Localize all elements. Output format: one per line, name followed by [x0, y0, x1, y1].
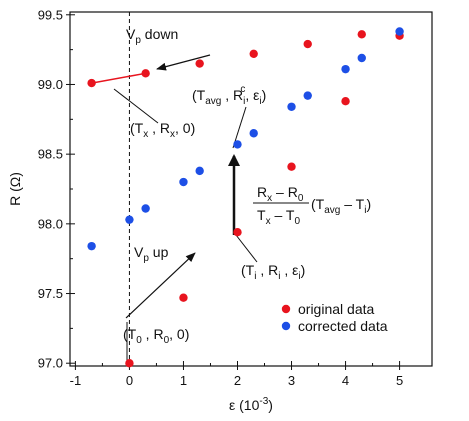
y-tick-label: 99.5: [38, 7, 63, 22]
corrected-data-point: [179, 177, 188, 187]
y-tick-label: 97.5: [38, 286, 63, 301]
legend-marker-corrected: [281, 321, 291, 331]
ti-leader-line: [235, 234, 258, 263]
tx-point-label: (Tx , Rx, 0): [130, 120, 195, 140]
original-data-point: [303, 39, 312, 49]
corrected-data-point: [141, 204, 150, 213]
corrected-data-point: [357, 53, 366, 63]
correction-formula: Rx – R0 Tx – T0 (Tavg – Ti): [253, 184, 371, 227]
x-tick-label: -1: [70, 373, 82, 388]
formula-denominator: Tx – T0: [257, 207, 300, 227]
data-points: [87, 27, 404, 368]
vp-down-arrow: [156, 54, 211, 71]
y-tick-label: 98.0: [38, 216, 63, 231]
y-tick-label: 97.0: [38, 356, 63, 371]
legend-marker-original: [281, 304, 291, 314]
original-data-point: [357, 30, 366, 39]
original-data-point: [233, 228, 242, 237]
t0-point-label: (T0 , R0, 0): [123, 326, 189, 346]
formula-tail: (Tavg – Ti): [311, 196, 371, 216]
original-data-point: [249, 49, 258, 59]
original-data-point: [141, 69, 150, 78]
corrected-data-point: [341, 64, 350, 74]
original-data-point: [341, 96, 350, 106]
tavg-point-label: (Tavg , Ric, εi): [192, 84, 266, 107]
corrected-data-point: [233, 140, 242, 149]
tx-leader-line: [113, 88, 159, 124]
ti-point-label: (Ti , Ri , εi): [241, 262, 305, 282]
y-tick-label: 98.5: [38, 147, 63, 162]
y-tick-label: 99.0: [38, 77, 63, 92]
corrected-data-point: [287, 102, 296, 111]
legend: original data corrected data: [281, 301, 388, 334]
x-tick-label: 2: [234, 373, 241, 388]
original-data-point: [287, 162, 296, 171]
x-tick-label: 0: [126, 373, 133, 388]
original-data-point: [195, 59, 204, 68]
corrected-data-point: [249, 129, 258, 138]
corrected-data-point: [195, 166, 204, 176]
original-data-point: [125, 359, 134, 368]
x-axis-ticks: -1 0 1 2 3 4 5: [70, 361, 403, 388]
vp-up-label: Vp up: [134, 244, 169, 264]
corrected-data-point: [395, 27, 404, 36]
vp-down-connector-line: [91, 72, 146, 84]
y-axis-label: R (Ω): [7, 172, 23, 206]
original-data-point: [179, 293, 188, 302]
x-tick-label: 5: [396, 373, 403, 388]
original-data-point: [87, 78, 96, 88]
formula-numerator: Rx – R0: [257, 184, 304, 204]
corrected-data-point: [303, 91, 312, 100]
legend-label-corrected: corrected data: [298, 318, 388, 334]
legend-label-original: original data: [298, 301, 374, 317]
x-tick-label: 1: [180, 373, 187, 388]
y-axis-ticks: 97.0 97.5 98.0 98.5 99.0 99.5: [38, 7, 75, 371]
x-axis-label: ε (10-3): [229, 396, 273, 413]
vp-up-arrow: [125, 252, 196, 319]
vp-down-label: Vp down: [126, 26, 178, 46]
x-tick-label: 3: [288, 373, 295, 388]
x-tick-label: 4: [342, 373, 349, 388]
corrected-data-point: [125, 215, 134, 224]
plot-frame: [69, 11, 433, 367]
corrected-data-point: [87, 241, 96, 251]
